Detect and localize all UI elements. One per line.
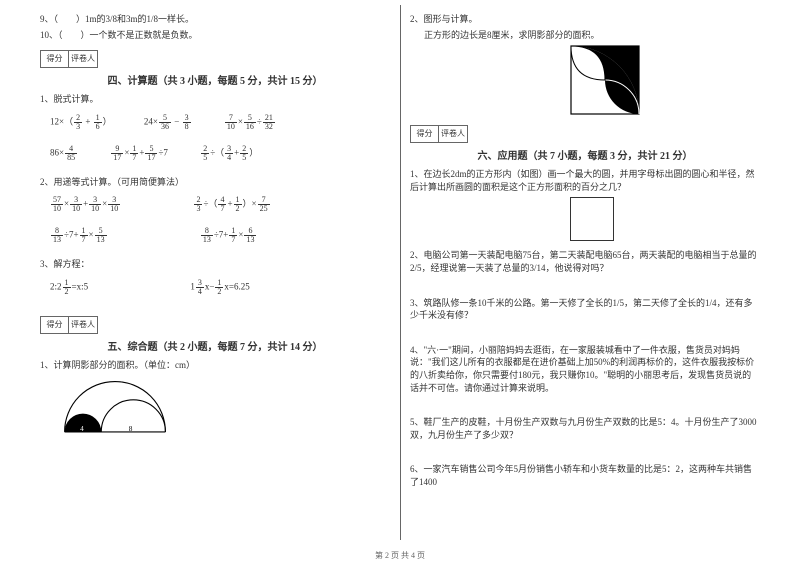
eq-3a: 5710×310+310×310 [50, 196, 121, 213]
section-5-title: 五、综合题（共 2 小题，每题 7 分，共计 14 分） [40, 338, 390, 353]
section-6-title: 六、应用题（共 7 小题，每题 3 分，共计 21 分） [410, 147, 760, 162]
r-q5: 5、鞋厂生产的皮鞋，十月份生产双数与九月份生产双数的比是5：4。十月份生产了30… [410, 416, 760, 441]
score-box-3: 得分 评卷人 [410, 125, 468, 143]
arc-figure: 4 8 [60, 379, 170, 439]
r-q6: 6、一家汽车销售公司今年5月份销售小轿车和小货车数量的比是5：2，这两种车共销售… [410, 463, 760, 488]
empty-square [570, 197, 614, 241]
eq-row-2: 86×485 917×17+517÷7 25÷（34+25） [40, 145, 390, 162]
eq-4b: 813÷7+17×613 [200, 227, 258, 244]
page-footer: 第 2 页 共 4 页 [0, 550, 800, 561]
section-4-title: 四、计算题（共 3 小题，每题 5 分，共计 15 分） [40, 72, 390, 87]
r-q1: 1、在边长2dm的正方形内（如图）画一个最大的圆，并用字母标出圆的圆心和半径，然… [410, 168, 760, 193]
eq-3b: 23÷（47+12）×725 [193, 196, 270, 213]
problem-5-1: 1、计算阴影部分的面积。（单位：cm） [40, 359, 390, 372]
eq-row-3: 5710×310+310×310 23÷（47+12）×725 [40, 196, 390, 213]
eq-1c: 710×516÷2132 [224, 114, 276, 131]
question-10: 10、（ ）一个数不是正数就是负数。 [40, 29, 390, 42]
eq-row-1: 12×（23 + 16） 24×536 − 38 710×516÷2132 [40, 114, 390, 131]
problem-2: 2、用递等式计算。（可用简便算法） [40, 176, 390, 189]
score-label: 得分 [41, 51, 69, 67]
eq-row-4: 813÷7+17×513 813÷7+17×613 [40, 227, 390, 244]
eq-4a: 813÷7+17×513 [50, 227, 108, 244]
problem-3: 3、解方程： [40, 258, 390, 271]
score-box-2: 得分 评卷人 [40, 316, 98, 334]
score-box: 得分 评卷人 [40, 50, 98, 68]
eq-5a: 2:212=x:5 [50, 279, 88, 296]
eq-2c: 25÷（34+25） [200, 145, 258, 162]
right-column: 2、图形与计算。 正方形的边长是8厘米，求阴影部分的面积。 得分 评卷人 六、应… [410, 10, 760, 492]
eq-5b: 134x−12x=6.25 [190, 279, 249, 296]
eq-row-5: 2:212=x:5 134x−12x=6.25 [40, 279, 390, 296]
eq-2a: 86×485 [50, 145, 78, 162]
left-column: 9、（ ）1m的3/8和3m的1/8一样长。 10、（ ）一个数不是正数就是负数… [40, 10, 390, 492]
svg-text:8: 8 [129, 424, 133, 433]
problem-1: 1、脱式计算。 [40, 93, 390, 106]
eq-1a: 12×（23 + 16） [50, 114, 112, 131]
grader-label: 评卷人 [69, 51, 97, 67]
r-q3: 3、筑路队修一条10千米的公路。第一天修了全长的1/5，第二天修了全长的1/4，… [410, 297, 760, 322]
r-q2: 2、电脑公司第一天装配电脑75台，第二天装配电脑65台，两天装配的电脑相当于总量… [410, 249, 760, 274]
column-divider [400, 5, 401, 540]
eq-2b: 917×17+517÷7 [110, 145, 168, 162]
r-problem-2: 2、图形与计算。 [410, 13, 760, 26]
eq-1b: 24×536 − 38 [144, 114, 192, 131]
question-9: 9、（ ）1m的3/8和3m的1/8一样长。 [40, 13, 390, 26]
r-q4: 4、"六·一"期间，小丽陪妈妈去逛街，在一家服装城看中了一件衣服，售货员对妈妈说… [410, 344, 760, 394]
svg-text:4: 4 [80, 424, 84, 433]
square-figure [570, 45, 640, 115]
r-problem-2-sub: 正方形的边长是8厘米，求阴影部分的面积。 [410, 29, 760, 42]
